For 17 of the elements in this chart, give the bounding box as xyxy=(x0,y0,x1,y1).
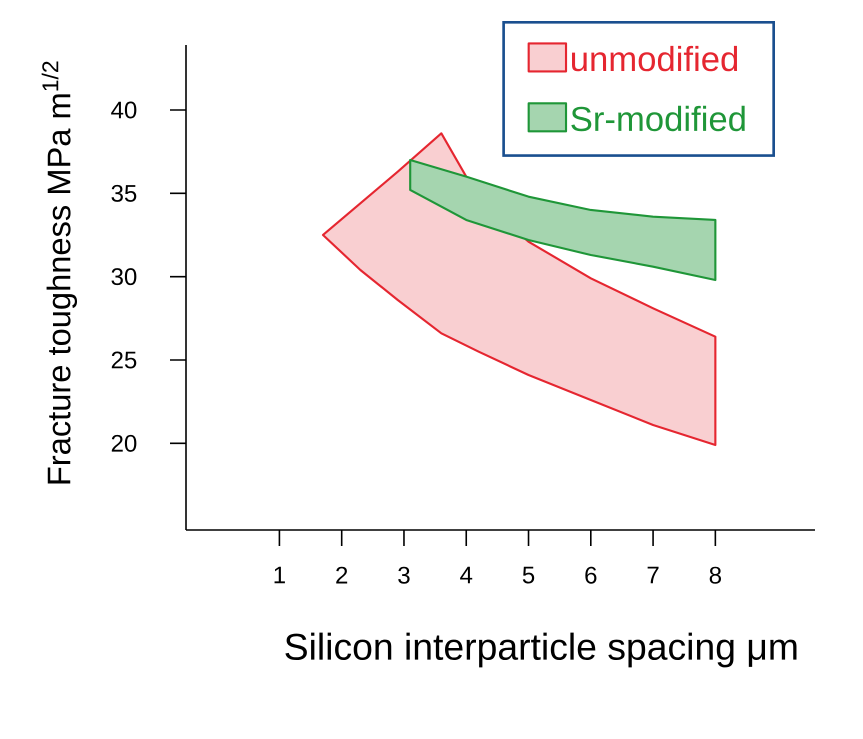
x-tick-label: 4 xyxy=(460,566,472,584)
y-tick-label: 25 xyxy=(112,351,136,368)
y-tick-label: 30 xyxy=(112,268,136,286)
y-tick-label: 35 xyxy=(112,184,136,202)
x-axis-title: Silicon interparticle spacing μm xyxy=(285,632,796,668)
x-tick-label: 2 xyxy=(336,566,348,584)
y-tick-label: 40 xyxy=(111,101,136,118)
x-tick-label: 8 xyxy=(710,566,721,584)
x-tick-label: 1 xyxy=(274,566,285,584)
x-tick-label: 7 xyxy=(648,566,659,584)
legend-label: unmodified xyxy=(572,46,738,72)
y-axis-title: Fracture toughness MPa m$^{1/2}$ xyxy=(42,62,78,484)
x-tick-label: 3 xyxy=(398,566,410,584)
x-tick-label: 6 xyxy=(585,566,596,584)
legend-label: Sr-modified xyxy=(571,106,745,132)
y-tick-label: 20 xyxy=(112,434,136,452)
x-tick-label: 5 xyxy=(522,566,534,584)
